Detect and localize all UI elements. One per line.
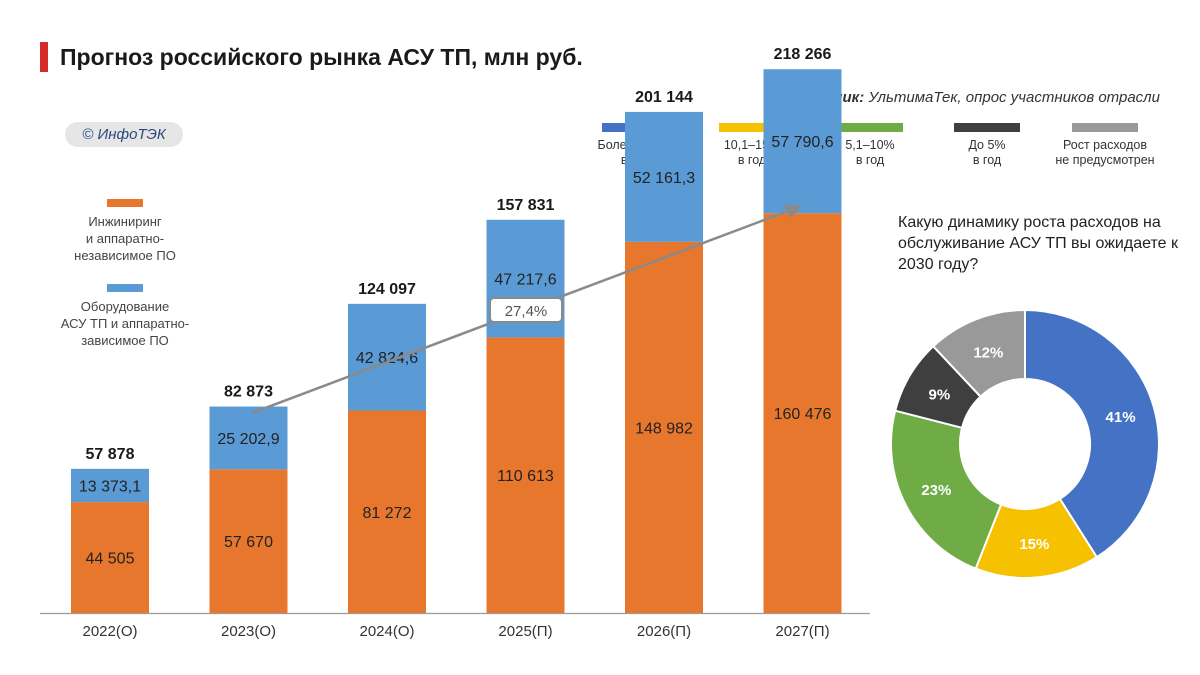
bar-engineering: [348, 410, 426, 613]
x-tick-label: 2022(О): [82, 623, 137, 640]
legend-swatch-orange: [107, 199, 143, 207]
legend-label-line: АСУ ТП и аппаратно-: [60, 316, 190, 331]
bar-engineering: [625, 241, 703, 613]
bar-total-label: 201 144: [635, 89, 693, 106]
bar-chart: 44 505 13 373,1 57 878 2022(О) 57 670 25 202,…: [40, 46, 870, 640]
legend-equipment: Оборудование АСУ ТП и аппаратно- зависим…: [40, 284, 210, 349]
bar-total-label: 124 097: [358, 281, 416, 298]
legend-label-line: Оборудование: [80, 299, 170, 314]
slice-value-label: 12%: [973, 344, 1003, 361]
pie-legend-line: в год: [855, 153, 885, 167]
x-tick-label: 2027(П): [775, 623, 829, 640]
pie-legend-line: Рост расходов: [1062, 138, 1147, 152]
bar-label-equipment: 13 373,1: [79, 478, 141, 495]
source-text: УльтимаТек, опрос участников отрасли: [868, 89, 1160, 106]
bar-engineering: [763, 213, 842, 613]
bar-label-engineering: 81 272: [363, 505, 412, 522]
slice-over-15: [1024, 308, 1160, 559]
legend-engineering: Инжиниринг и аппаратно- независимое ПО: [40, 199, 210, 264]
page-title: Прогноз российского рынка АСУ ТП, млн ру…: [60, 44, 583, 70]
bar-label-engineering: 44 505: [86, 551, 135, 568]
legend-swatch: [719, 123, 785, 132]
bar-total-label: 157 831: [497, 197, 555, 214]
pie-legend-line: До 5%: [968, 138, 1006, 152]
growth-rate-box: [489, 297, 563, 323]
legend-label-line: зависимое ПО: [81, 333, 169, 348]
pie-legend-line: в год: [972, 153, 1002, 167]
trend-arrow-head: [784, 204, 802, 218]
title-accent-bar: [40, 42, 48, 72]
slice-value-label: 23%: [921, 482, 951, 499]
pie-question: Какую динамику роста расходов на обслужи…: [898, 214, 1178, 273]
x-tick-label: 2026(П): [637, 623, 691, 640]
bar-total-label: 218 266: [774, 46, 832, 63]
legend-label-line: и аппаратно-: [85, 231, 165, 246]
bar-label-equipment: 57 790,6: [771, 134, 833, 151]
bar-label-engineering: 57 670: [224, 534, 273, 551]
bar-engineering: [71, 502, 149, 613]
pie-legend-line: 5,1–10%: [845, 138, 895, 152]
slice-value-label: 15%: [1019, 536, 1049, 553]
bar-total-label: 82 873: [224, 384, 273, 401]
x-tick-label: 2025(П): [498, 623, 552, 640]
slice-no-growth: [931, 308, 1026, 399]
legend-label-line: независимое ПО: [74, 248, 176, 263]
legend-label-line: Инжиниринг: [88, 214, 162, 229]
slice-5-10: [890, 409, 1003, 570]
pie-legend-item: Рост расходов не предусмотрен: [1050, 123, 1160, 168]
pie-legend-item: До 5% в год: [932, 123, 1042, 168]
bar-label-equipment: 52 161,3: [633, 170, 695, 187]
bar-equipment: [763, 69, 842, 214]
pie-legend-line: в год: [737, 153, 767, 167]
slice-10-15: [974, 497, 1099, 579]
x-tick-label: 2023(О): [221, 623, 276, 640]
bar-label-equipment: 42 824,6: [356, 350, 418, 367]
bar-engineering: [486, 337, 565, 613]
slice-value-label: 41%: [1106, 409, 1136, 426]
slice-value-label: 9%: [929, 386, 951, 403]
legend-swatch: [954, 123, 1020, 132]
legend-swatch-blue: [107, 284, 143, 292]
bar-equipment: [71, 468, 149, 503]
bar-equipment: [625, 111, 703, 242]
bar-equipment: [209, 406, 288, 470]
bar-label-engineering: 160 476: [774, 406, 832, 423]
x-tick-label: 2024(О): [359, 623, 414, 640]
bar-engineering: [209, 469, 288, 613]
infotek-badge: © ИнфоТЭК: [65, 122, 183, 147]
bar-label-equipment: 47 217,6: [494, 272, 556, 289]
slice-up-to-5: [893, 344, 982, 430]
pie-legend-item: 5,1–10% в год: [815, 123, 925, 168]
legend-swatch: [1072, 123, 1138, 132]
growth-rate-label: 27,4%: [505, 303, 548, 320]
bar-label-equipment: 25 202,9: [217, 431, 279, 448]
bar-label-engineering: 148 982: [635, 420, 693, 437]
bar-total-label: 57 878: [86, 446, 135, 463]
bar-equipment: [348, 303, 426, 411]
pie-legend-line: не предусмотрен: [1055, 153, 1155, 167]
bar-label-engineering: 110 613: [497, 468, 554, 485]
legend-swatch: [837, 123, 903, 132]
